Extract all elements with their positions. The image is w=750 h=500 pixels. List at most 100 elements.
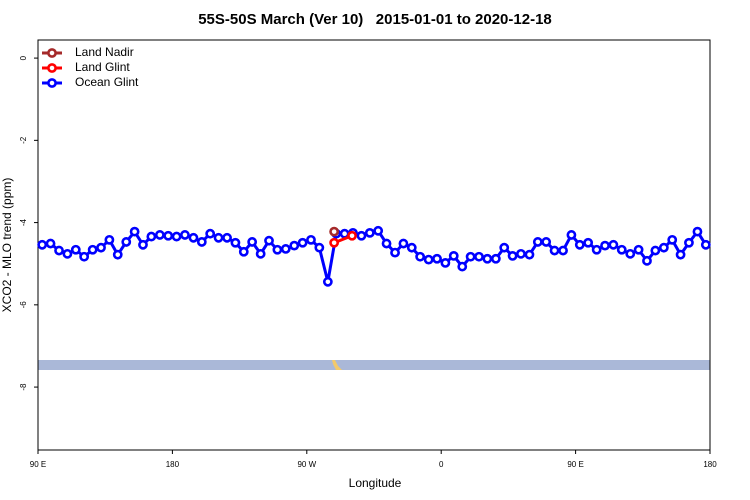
land-map-strip (38, 360, 710, 370)
legend-label: Ocean Glint (75, 75, 139, 89)
data-point (423, 254, 434, 265)
x-tick-label: 90 W (297, 460, 316, 469)
data-point (329, 226, 340, 237)
data-point (415, 251, 426, 262)
data-point (112, 249, 123, 260)
data-point (499, 242, 510, 253)
data-point (482, 253, 493, 264)
data-point (524, 249, 535, 260)
data-point (600, 240, 610, 251)
data-point (45, 238, 56, 249)
x-tick-label: 90 E (567, 460, 583, 469)
y-tick-label: -4 (19, 218, 28, 226)
data-point (574, 239, 585, 250)
land-map-patch (332, 360, 342, 370)
data-point (616, 244, 627, 255)
data-point (532, 237, 543, 247)
data-point (558, 245, 568, 256)
data-point (541, 237, 552, 247)
data-point (398, 238, 409, 249)
y-axis-label: XCO2 - MLO trend (ppm) (0, 178, 14, 313)
data-point (171, 231, 182, 242)
x-tick-label: 0 (439, 460, 444, 469)
y-tick-label: -8 (19, 383, 28, 391)
data-point (440, 257, 451, 268)
data-point (700, 239, 711, 250)
legend-marker (47, 48, 57, 58)
legend-label: Land Nadir (75, 45, 134, 59)
data-point (205, 228, 216, 239)
data-point (608, 239, 619, 250)
data-point (238, 246, 249, 257)
data-point (549, 245, 560, 256)
data-point (196, 237, 207, 247)
data-point (129, 226, 140, 237)
data-point (306, 234, 316, 245)
legend-marker (47, 78, 57, 88)
data-point (96, 242, 106, 253)
data-point (180, 230, 190, 240)
data-point (347, 230, 357, 241)
data-point (146, 231, 157, 242)
data-point (633, 244, 644, 255)
data-point (474, 251, 484, 262)
data-point (280, 244, 291, 254)
data-point (230, 237, 241, 248)
data-point (54, 245, 64, 256)
data-point (566, 230, 577, 240)
legend-marker (47, 63, 57, 73)
data-point (62, 248, 73, 259)
x-tick-label: 180 (166, 460, 180, 469)
data-point (329, 237, 340, 248)
data-point (675, 249, 686, 260)
data-point (591, 244, 602, 255)
x-tick-label: 90 E (30, 460, 46, 469)
data-point (70, 244, 81, 255)
data-point (322, 276, 333, 287)
data-point (390, 247, 400, 258)
data-point (222, 232, 232, 243)
data-point (490, 253, 501, 264)
data-point (373, 225, 384, 236)
data-point (255, 248, 266, 259)
data-point (364, 227, 375, 238)
data-point (247, 237, 258, 247)
data-point (121, 237, 132, 247)
data-point (272, 244, 283, 255)
data-point (684, 237, 694, 248)
y-tick-label: 0 (19, 55, 28, 60)
data-point (381, 238, 392, 249)
data-point (457, 261, 468, 272)
data-point (314, 242, 325, 253)
data-point (448, 250, 459, 261)
data-point (516, 248, 526, 259)
data-point (213, 232, 224, 243)
data-point (188, 232, 199, 243)
y-tick-label: -2 (19, 136, 28, 144)
x-axis-label: Longitude (349, 476, 402, 490)
data-point (650, 245, 661, 256)
data-point (356, 230, 367, 241)
series-line (41, 229, 708, 283)
data-point (289, 240, 300, 251)
data-point (37, 239, 48, 250)
y-tick-label: -6 (19, 301, 28, 309)
data-point (79, 251, 90, 262)
x-tick-label: 180 (703, 460, 717, 469)
data-point (692, 226, 703, 237)
data-point (154, 230, 165, 240)
data-point (432, 253, 442, 264)
data-point (297, 237, 308, 248)
data-point (138, 239, 148, 250)
data-point (163, 230, 174, 241)
data-point (406, 242, 417, 253)
data-point (104, 234, 115, 245)
data-point (465, 251, 476, 262)
data-point (583, 237, 594, 248)
data-point (264, 235, 274, 246)
data-point (87, 244, 98, 255)
data-point (642, 255, 652, 266)
data-point (667, 234, 678, 245)
chart-title: 55S-50S March (Ver 10) 2015-01-01 to 202… (198, 11, 552, 28)
data-point (658, 242, 669, 253)
